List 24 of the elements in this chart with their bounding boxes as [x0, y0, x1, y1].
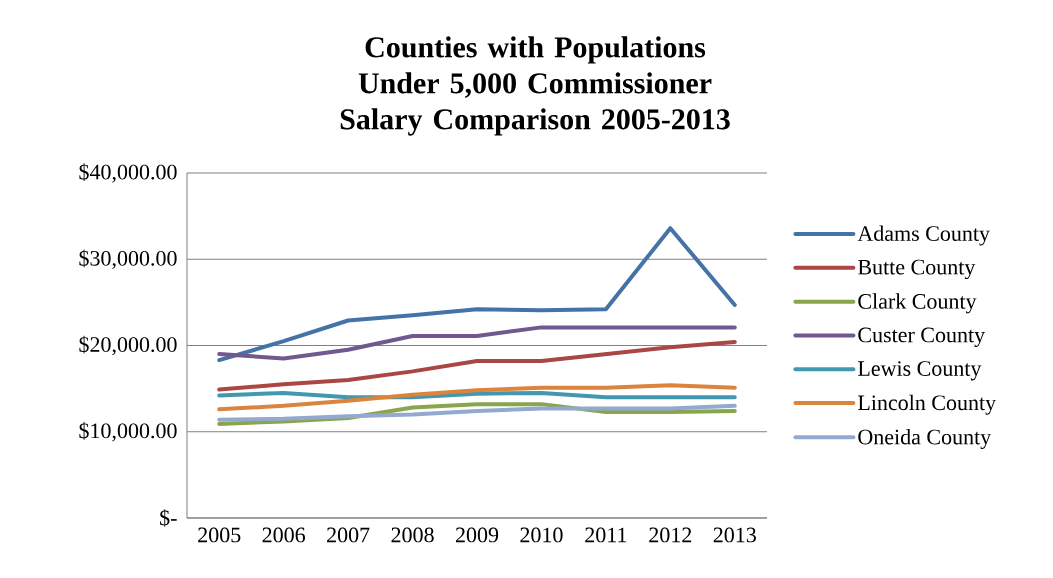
legend-label: Oneida County [858, 428, 992, 449]
y-tick-label: $30,000.00 [79, 249, 177, 269]
y-tick-label: $20,000.00 [79, 335, 177, 356]
x-tick-label: 2013 [713, 527, 756, 543]
legend-label: Butte County [858, 259, 976, 280]
x-tick-label: 2010 [520, 527, 563, 543]
legend-label: Lewis County [858, 361, 982, 381]
x-tick-label: 2007 [327, 527, 370, 543]
x-tick-label: 2008 [391, 527, 434, 543]
x-tick-label: 2005 [198, 527, 241, 543]
legend-label: Custer County [858, 327, 986, 347]
x-tick-label: 2012 [649, 527, 692, 543]
legend-label: Clark County [858, 293, 977, 314]
line-series [217, 226, 737, 363]
x-tick-label: 2009 [455, 527, 499, 543]
y-tick-label: $40,000.00 [79, 163, 177, 183]
x-tick-label: 2011 [585, 527, 627, 543]
y-tick-label: $10,000.00 [79, 422, 177, 442]
y-tick-label: $- [160, 509, 177, 527]
legend-label: Adams County [857, 225, 990, 246]
chart-title: Counties with Populations Under 5,000 Commissioner Salary Comparison 2005-2013 [340, 36, 730, 136]
line-series [217, 383, 737, 412]
legend-label: Lincoln County [858, 394, 997, 415]
x-tick-label: 2006 [262, 527, 306, 543]
